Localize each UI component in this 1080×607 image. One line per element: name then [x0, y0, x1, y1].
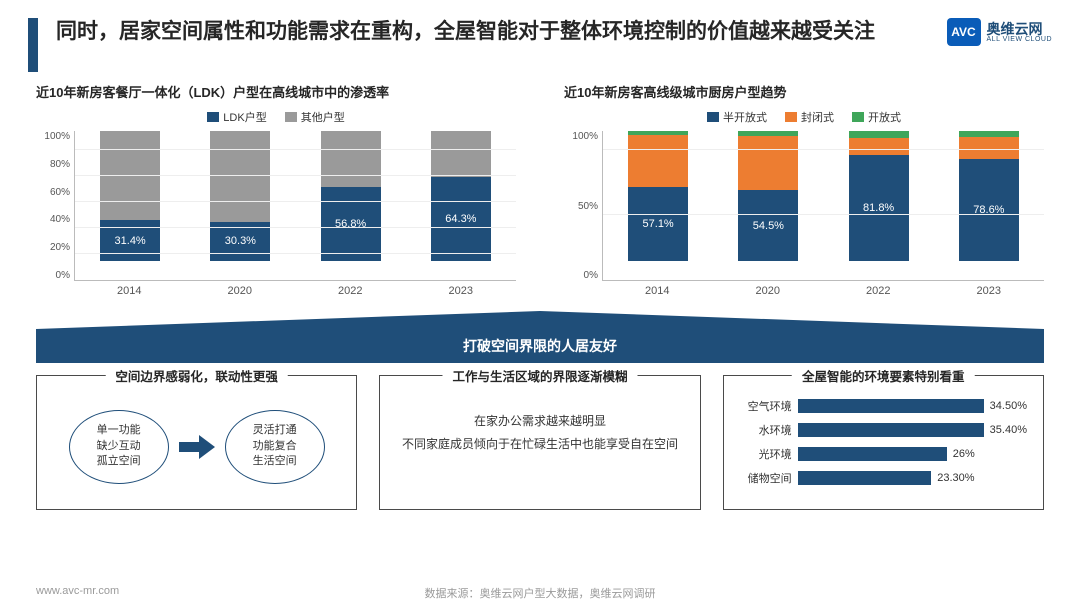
slide-footer: www.avc-mr.com 数据来源：奥维云网户型大数据，奥维云网调研 — [0, 585, 1080, 597]
panel-title: 全屋智能的环境要素特别看重 — [792, 366, 975, 385]
charts-row: 近10年新房客餐厅一体化（LDK）户型在高线城市中的渗透率 LDK户型 其他户型… — [0, 82, 1080, 297]
legend-swatch — [707, 112, 719, 122]
panel-space-boundary: 空间边界感弱化，联动性更强 单一功能缺少互动孤立空间 灵活打通功能复合生活空间 — [36, 375, 357, 510]
logo-cn: 奥维云网 — [987, 22, 1052, 36]
chart-right-plot: 57.1%54.5%81.8%78.6% — [602, 131, 1044, 281]
logo-en: ALL VIEW CLOUD — [987, 36, 1052, 43]
ldk-penetration-chart: 近10年新房客餐厅一体化（LDK）户型在高线城市中的渗透率 LDK户型 其他户型… — [36, 82, 516, 297]
x-axis-right: 2014202020222023 — [564, 285, 1044, 297]
banner-triangle-icon — [36, 311, 1044, 329]
chart-right-legend: 半开放式 封闭式 开放式 — [564, 109, 1044, 125]
y-axis-right: 100%50%0% — [564, 131, 602, 281]
y-axis-left: 100%80%60%40%20%0% — [36, 131, 74, 281]
oval-left: 单一功能缺少互动孤立空间 — [69, 410, 169, 484]
panel-title: 空间边界感弱化，联动性更强 — [105, 366, 288, 385]
panel-smart-home-factors: 全屋智能的环境要素特别看重 空气环境34.50%水环境35.40%光环境26%储… — [723, 375, 1044, 510]
x-axis-left: 2014202020222023 — [36, 285, 516, 297]
legend-label: 半开放式 — [723, 109, 767, 125]
panel2-line2: 不同家庭成员倾向于在忙碌生活中也能享受自在空间 — [398, 433, 681, 456]
footer-url: www.avc-mr.com — [36, 585, 119, 597]
panels-row: 空间边界感弱化，联动性更强 单一功能缺少互动孤立空间 灵活打通功能复合生活空间 … — [0, 375, 1080, 510]
logo-badge: AVC — [947, 18, 981, 46]
panel-title: 工作与生活区域的界限逐渐模糊 — [442, 366, 637, 385]
banner-text: 打破空间界限的人居友好 — [36, 329, 1044, 363]
legend-label: 其他户型 — [301, 109, 345, 125]
chart-title-right: 近10年新房客高线级城市厨房户型趋势 — [564, 82, 1044, 101]
legend-swatch — [207, 112, 219, 122]
footer-source: 数据来源：奥维云网户型大数据，奥维云网调研 — [425, 585, 656, 601]
chart-left-plot: 31.4%30.3%56.8%64.3% — [74, 131, 516, 281]
brand-logo: AVC 奥维云网 ALL VIEW CLOUD — [947, 18, 1052, 46]
hbar-chart: 空气环境34.50%水环境35.40%光环境26%储物空间23.30% — [734, 396, 1033, 486]
chart-left-legend: LDK户型 其他户型 — [36, 109, 516, 125]
legend-label: 开放式 — [868, 109, 901, 125]
legend-swatch — [285, 112, 297, 122]
legend-label: 封闭式 — [801, 109, 834, 125]
arrow-right-icon — [179, 435, 215, 459]
legend-swatch — [785, 112, 797, 122]
slide-header: 同时，居家空间属性和功能需求在重构，全屋智能对于整体环境控制的价值越来越受关注 … — [0, 0, 1080, 82]
oval-right: 灵活打通功能复合生活空间 — [225, 410, 325, 484]
chart-title-left: 近10年新房客餐厅一体化（LDK）户型在高线城市中的渗透率 — [36, 82, 516, 101]
legend-label: LDK户型 — [223, 109, 266, 125]
panel2-line1: 在家办公需求越来越明显 — [398, 410, 681, 433]
legend-swatch — [852, 112, 864, 122]
page-title: 同时，居家空间属性和功能需求在重构，全屋智能对于整体环境控制的价值越来越受关注 — [56, 18, 947, 46]
center-banner: 打破空间界限的人居友好 — [36, 311, 1044, 363]
panel-work-life: 工作与生活区域的界限逐渐模糊 在家办公需求越来越明显 不同家庭成员倾向于在忙碌生… — [379, 375, 700, 510]
kitchen-trend-chart: 近10年新房客高线级城市厨房户型趋势 半开放式 封闭式 开放式 100%50%0… — [564, 82, 1044, 297]
header-accent-bar — [28, 18, 38, 72]
